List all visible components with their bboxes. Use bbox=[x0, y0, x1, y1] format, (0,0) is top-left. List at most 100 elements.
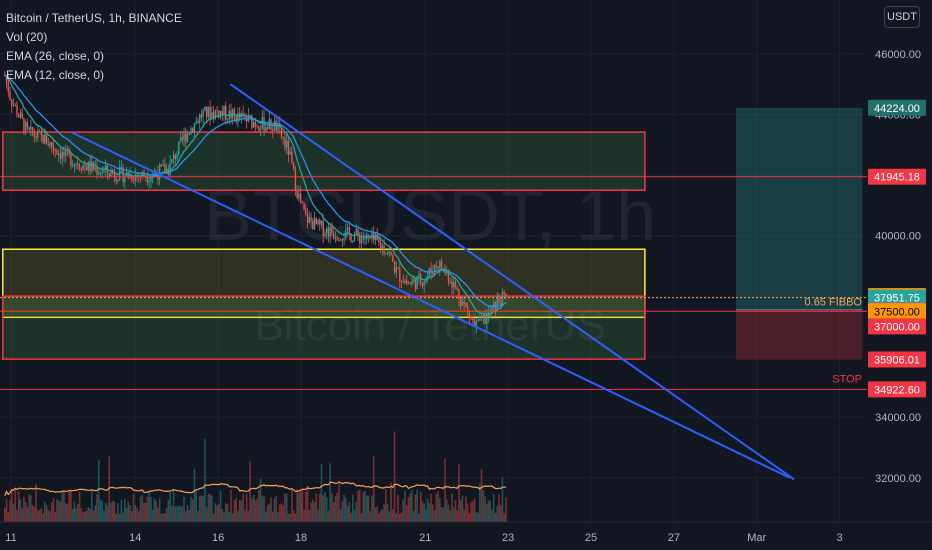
volume-bar bbox=[416, 489, 418, 522]
volume-bar bbox=[21, 508, 23, 522]
volume-bar bbox=[252, 494, 255, 522]
volume-bar bbox=[289, 513, 291, 522]
candle-body bbox=[433, 264, 436, 274]
volume-bar bbox=[57, 500, 60, 522]
volume-bar bbox=[157, 507, 159, 522]
candle-body bbox=[465, 303, 467, 307]
volume-bar bbox=[418, 513, 420, 522]
price-tick-label: 46000.00 bbox=[875, 49, 921, 61]
volume-bar bbox=[87, 507, 90, 522]
volume-bar bbox=[318, 493, 321, 522]
candle-body bbox=[399, 268, 401, 282]
candle-body bbox=[70, 154, 72, 167]
volume-bar bbox=[360, 513, 363, 522]
candle-body bbox=[16, 105, 18, 116]
volume-bar bbox=[343, 494, 345, 522]
volume-bar bbox=[277, 512, 279, 522]
volume-bar bbox=[492, 494, 495, 522]
volume-bar bbox=[214, 503, 217, 522]
volume-bar bbox=[428, 503, 431, 522]
legend-ema12[interactable]: EMA (12, close, 0) bbox=[6, 68, 105, 82]
candle-body bbox=[442, 268, 444, 270]
volume-bar bbox=[334, 496, 337, 522]
volume-bar bbox=[171, 505, 173, 522]
volume-bar bbox=[249, 461, 251, 522]
candle-body bbox=[9, 92, 11, 100]
candle-body bbox=[223, 106, 225, 115]
candle-body bbox=[233, 109, 236, 116]
volume-bar bbox=[412, 511, 415, 522]
candle-body bbox=[44, 134, 46, 144]
candle-body bbox=[374, 234, 377, 241]
candle-body bbox=[317, 220, 319, 225]
volume-bar bbox=[77, 504, 79, 522]
volume-bar bbox=[294, 513, 297, 522]
volume-bar bbox=[191, 499, 194, 522]
volume-bar bbox=[372, 455, 375, 522]
candle-body bbox=[64, 149, 67, 157]
volume-bar bbox=[131, 511, 133, 522]
candle-body bbox=[390, 252, 392, 256]
volume-bar bbox=[94, 505, 97, 522]
candle-body bbox=[447, 272, 450, 282]
volume-bar bbox=[261, 496, 264, 522]
volume-bar bbox=[174, 506, 177, 522]
volume-bar bbox=[195, 491, 197, 522]
candle-body bbox=[49, 142, 51, 146]
volume-bar bbox=[153, 498, 156, 522]
volume-bar bbox=[17, 490, 20, 522]
volume-bar bbox=[245, 493, 248, 522]
price-tag bbox=[868, 168, 926, 185]
volume-bar bbox=[444, 458, 446, 522]
volume-bar bbox=[494, 512, 497, 522]
candle-body bbox=[352, 240, 354, 242]
volume-bar bbox=[459, 499, 462, 522]
volume-bar bbox=[362, 491, 365, 522]
volume-bar bbox=[339, 509, 342, 522]
candle-body bbox=[23, 117, 25, 132]
volume-bar bbox=[186, 504, 189, 522]
volume-bar bbox=[179, 505, 182, 522]
candle-body bbox=[310, 216, 312, 222]
volume-bar bbox=[251, 498, 253, 522]
volume-bar bbox=[197, 510, 199, 522]
candle-body bbox=[237, 113, 239, 122]
volume-bar bbox=[44, 501, 46, 522]
volume-bar bbox=[167, 499, 170, 522]
legend-ema26[interactable]: EMA (26, close, 0) bbox=[6, 49, 105, 63]
volume-bar bbox=[305, 491, 307, 522]
long-position-tool bbox=[736, 107, 863, 360]
candle-body bbox=[463, 301, 465, 304]
volume-bar bbox=[479, 483, 481, 522]
candle-body bbox=[458, 289, 460, 300]
candle-body bbox=[103, 169, 105, 173]
legend-volume[interactable]: Vol (20) bbox=[6, 30, 48, 44]
volume-bar bbox=[211, 495, 213, 522]
volume-bar bbox=[468, 513, 471, 522]
volume-bar bbox=[419, 491, 422, 522]
volume-bar bbox=[202, 495, 204, 522]
volume-bar bbox=[332, 501, 335, 522]
volume-bar bbox=[190, 496, 192, 522]
volume-bar bbox=[212, 513, 215, 522]
volume-bar bbox=[73, 501, 76, 522]
volume-bar bbox=[70, 489, 72, 522]
volume-bar bbox=[7, 512, 10, 522]
candle-body bbox=[325, 227, 328, 234]
volume-bar bbox=[184, 511, 187, 522]
price-tag-label: 37000.00 bbox=[874, 321, 920, 333]
candle-body bbox=[98, 173, 100, 175]
legend-symbol[interactable]: Bitcoin / TetherUS, 1h, BINANCE bbox=[6, 11, 182, 25]
candle-body bbox=[346, 227, 349, 230]
volume-bar bbox=[209, 493, 211, 522]
candle-body bbox=[308, 216, 310, 223]
currency-button[interactable]: USDT bbox=[884, 6, 920, 28]
candle-body bbox=[158, 164, 161, 180]
volume-bar bbox=[407, 497, 410, 522]
volume-bar bbox=[306, 485, 309, 522]
volume-bar bbox=[350, 512, 352, 522]
volume-bar bbox=[238, 499, 241, 522]
volume-bar bbox=[24, 501, 27, 522]
candle-body bbox=[312, 221, 314, 230]
